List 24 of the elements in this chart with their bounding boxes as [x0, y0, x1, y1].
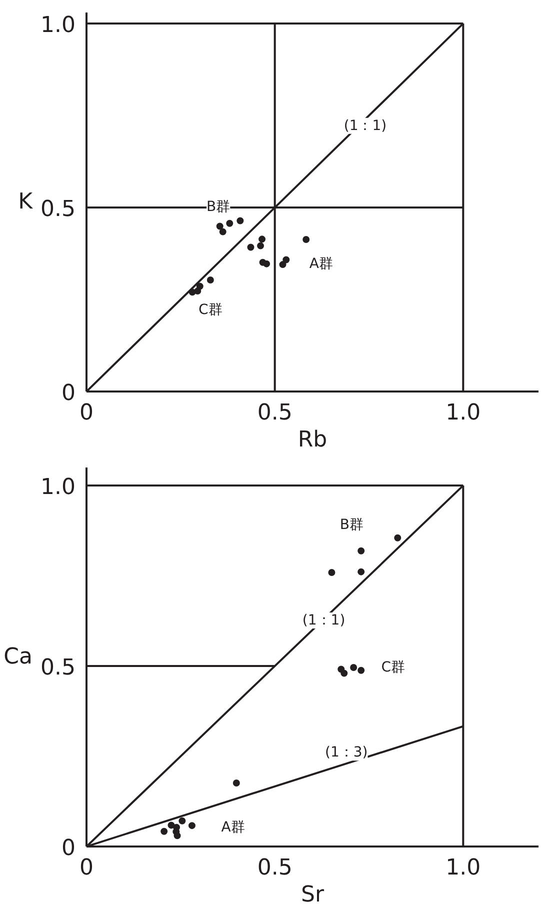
- annotation: (1：1): [344, 118, 387, 134]
- x-tick-label: 1.0: [446, 856, 481, 880]
- x-axis-title: Sr: [300, 882, 325, 908]
- x-tick-label: 0: [80, 400, 94, 426]
- x-tick-label: 0.5: [257, 400, 292, 426]
- y-tick-label: 1.0: [40, 13, 76, 38]
- x-axis-title: Rb: [298, 428, 328, 452]
- annotation: A群: [221, 820, 245, 836]
- x-tick-label: 0.5: [257, 856, 292, 880]
- y-axis-title: Ca: [4, 644, 33, 670]
- annotation: C群: [381, 659, 405, 676]
- y-tick-label: 1.0: [40, 475, 76, 500]
- y-tick-label: 0.5: [40, 656, 76, 681]
- y-tick-label: 0: [62, 836, 76, 861]
- y-tick-label: 0: [62, 381, 76, 406]
- annotation: C群: [198, 302, 222, 318]
- y-tick-label: 0.5: [40, 197, 76, 222]
- annotation: B群: [340, 516, 364, 533]
- x-tick-label: 0: [80, 856, 94, 880]
- x-tick-label: 1.0: [446, 400, 481, 426]
- annotation: (1：1): [302, 612, 346, 629]
- annotation: A群: [309, 256, 333, 272]
- y-axis-title: K: [18, 190, 34, 214]
- annotation: (1：3): [325, 744, 368, 761]
